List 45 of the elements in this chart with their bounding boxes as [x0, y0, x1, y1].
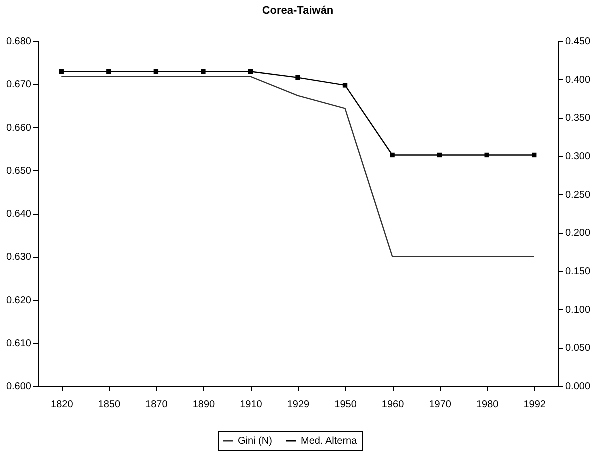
y2-tick-label: 0.100 [566, 304, 591, 316]
x-tick-label: 1820 [51, 400, 74, 410]
point [59, 69, 64, 74]
legend-label: Med. Alterna [301, 436, 358, 447]
y2-tick-label: 0.350 [566, 113, 591, 124]
y-tick-label: 0.620 [6, 295, 32, 306]
y-tick-label: 0.630 [6, 252, 32, 264]
y-tick-label: 0.680 [6, 36, 32, 48]
point [342, 83, 348, 88]
y2-tick-label: 0.250 [566, 190, 591, 201]
y-tick-label: 0.650 [6, 166, 32, 177]
x-tick-label: 1970 [429, 400, 452, 410]
x-tick-label: 1929 [287, 400, 310, 410]
point [248, 69, 254, 74]
line-series [61, 76, 535, 258]
y2-tick-label: 0.200 [566, 228, 591, 240]
point [532, 152, 537, 158]
y-tick-label: 0.640 [6, 209, 32, 220]
y2-tick-label: 0.050 [566, 343, 591, 354]
y-tick-label: 0.660 [6, 122, 32, 134]
x-tick-label: 1950 [334, 400, 358, 410]
y2-tick-label: 0.300 [566, 152, 591, 162]
point [154, 69, 159, 74]
point [201, 69, 206, 74]
x-tick-label: 1890 [192, 400, 216, 410]
x-tick-label: 1910 [240, 400, 263, 410]
y-tick-label: 0.670 [6, 80, 32, 91]
y2-tick-label: 0.150 [566, 266, 591, 278]
x-tick-label: 1850 [98, 400, 121, 410]
point [484, 152, 490, 158]
point [437, 152, 442, 158]
x-tick-label: 1960 [382, 400, 405, 410]
y2-tick-label: 0.450 [566, 36, 591, 48]
y-tick-label: 0.610 [6, 338, 32, 350]
x-tick-label: 1870 [146, 400, 168, 410]
point [106, 69, 112, 74]
point [390, 152, 395, 158]
y-tick-label: 0.600 [6, 382, 32, 392]
x-tick-label: 1980 [476, 400, 500, 410]
y2-tick-label: 0.000 [566, 382, 591, 392]
chart-title: Corea-Taiwán [262, 5, 334, 17]
point [296, 75, 300, 80]
y2-tick-label: 0.400 [566, 74, 591, 86]
x-tick-label: 1992 [524, 400, 546, 410]
legend-label: Gini (N) [238, 436, 272, 447]
